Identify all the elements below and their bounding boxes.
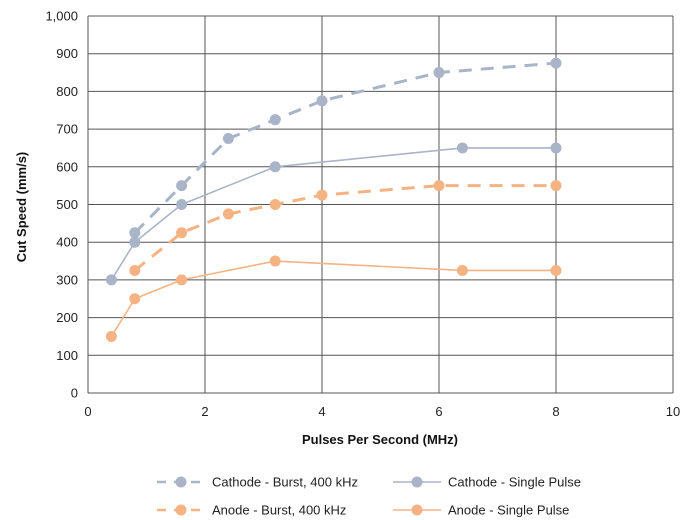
data-point: [550, 57, 562, 69]
series-1: [129, 57, 562, 239]
legend: Cathode - Burst, 400 kHz Cathode - Single…: [157, 475, 581, 518]
legend-item: Anode - Burst, 400 kHz: [157, 503, 346, 518]
data-point: [550, 180, 562, 192]
legend-swatch-marker: [411, 504, 423, 516]
y-axis-title: Cut Speed (mm/s): [14, 152, 29, 263]
legend-label: Cathode - Single Pulse: [448, 475, 581, 490]
data-point: [316, 189, 328, 201]
y-tick-label: 900: [56, 46, 78, 61]
series-2: [105, 142, 562, 286]
series: [105, 57, 562, 342]
x-tick-label: 10: [666, 404, 680, 419]
x-tick-label: 8: [552, 404, 559, 419]
y-tick-label: 700: [56, 122, 78, 137]
legend-item: Anode - Single Pulse: [393, 503, 569, 518]
y-tick-label: 0: [71, 386, 78, 401]
data-point: [433, 180, 445, 192]
data-point: [129, 236, 141, 248]
data-point: [269, 161, 281, 173]
legend-swatch-marker: [175, 476, 187, 488]
x-axis-title: Pulses Per Second (MHz): [302, 432, 458, 447]
y-tick-label: 200: [56, 310, 78, 325]
data-point: [176, 274, 188, 286]
y-tick-label: 600: [56, 159, 78, 174]
legend-item: Cathode - Burst, 400 kHz: [157, 475, 358, 490]
x-tick-label: 4: [318, 404, 325, 419]
y-tick-label: 100: [56, 348, 78, 363]
data-point: [105, 274, 117, 286]
x-tick-label: 6: [435, 404, 442, 419]
data-point: [269, 255, 281, 267]
y-tick-label: 800: [56, 84, 78, 99]
data-point: [456, 142, 468, 154]
legend-swatch-marker: [411, 476, 423, 488]
y-tick-label: 1,000: [45, 9, 78, 24]
grid: [87, 15, 674, 394]
data-point: [105, 330, 117, 342]
series-4: [105, 255, 562, 342]
data-point: [550, 264, 562, 276]
data-point: [176, 227, 188, 239]
data-point: [433, 67, 445, 79]
data-point: [222, 133, 234, 145]
data-point: [550, 142, 562, 154]
y-tick-label: 500: [56, 197, 78, 212]
data-point: [129, 293, 141, 305]
legend-label: Cathode - Burst, 400 kHz: [212, 475, 358, 490]
y-tick-label: 400: [56, 235, 78, 250]
data-point: [269, 114, 281, 126]
data-point: [176, 199, 188, 210]
data-point: [129, 264, 141, 276]
y-tick-label: 300: [56, 272, 78, 287]
data-point: [269, 199, 281, 210]
data-point: [456, 264, 468, 276]
x-tick-label: 2: [201, 404, 208, 419]
legend-item: Cathode - Single Pulse: [393, 475, 581, 490]
series-line: [110, 260, 556, 337]
legend-label: Anode - Single Pulse: [448, 503, 569, 518]
series-3: [129, 180, 562, 276]
data-point: [129, 227, 141, 239]
data-point: [316, 95, 328, 107]
legend-swatch-marker: [175, 504, 187, 516]
data-point: [176, 180, 188, 192]
x-tick-label: 0: [84, 404, 91, 419]
tick-labels: 0 100 200 300 400 500 600 700 800 900 1,000 0 2 4 6 8 10: [45, 9, 680, 420]
data-point: [222, 208, 234, 220]
series-line: [110, 147, 556, 281]
legend-label: Anode - Burst, 400 kHz: [212, 503, 346, 518]
